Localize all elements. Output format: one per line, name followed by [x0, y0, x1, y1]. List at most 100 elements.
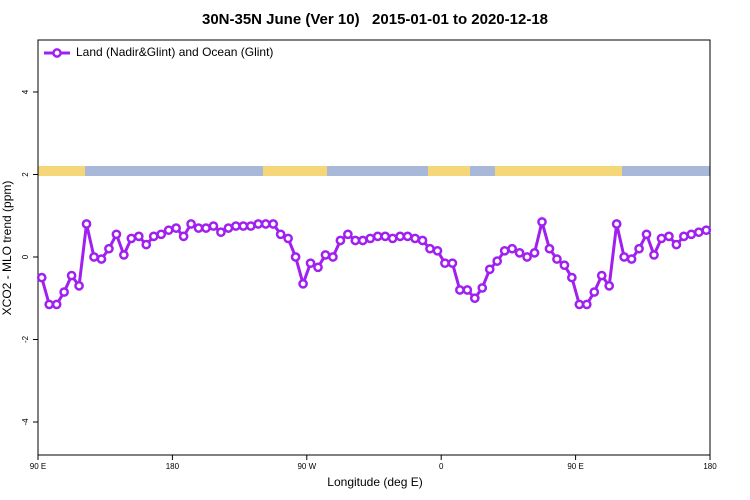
data-point: [268, 219, 279, 229]
data-point: [216, 227, 226, 238]
plot-frame: [37, 39, 711, 456]
y-tick-label: -4: [21, 418, 30, 426]
data-point: [59, 287, 69, 297]
data-point: [372, 231, 383, 242]
data-point: [193, 223, 204, 233]
data-point: [529, 248, 540, 258]
data-point: [298, 278, 308, 289]
data-point: [141, 239, 152, 250]
land-strip: [263, 166, 327, 176]
data-point: [544, 243, 555, 254]
data-point: [611, 219, 622, 229]
data-point: [335, 235, 346, 246]
data-point: [537, 217, 547, 227]
data-point: [664, 231, 674, 242]
data-point: [693, 227, 704, 238]
ocean-strip: [327, 166, 428, 176]
land-strip: [495, 166, 622, 176]
data-point: [522, 252, 532, 262]
data-point: [328, 252, 338, 262]
data-point: [305, 258, 316, 269]
y-tick-label: 2: [21, 172, 30, 177]
data-point: [581, 299, 592, 310]
y-axis-label: XCO2 - MLO trend (ppm): [0, 181, 14, 316]
land-strip: [38, 166, 85, 176]
data-point: [552, 254, 562, 264]
data-point: [701, 225, 712, 236]
data-point: [447, 258, 458, 269]
data-point: [469, 293, 480, 304]
data-point: [275, 229, 286, 240]
data-point: [260, 219, 271, 229]
data-point: [641, 229, 652, 240]
data-point: [387, 233, 398, 244]
data-point: [171, 223, 181, 233]
ocean-strip: [622, 166, 710, 176]
data-point: [156, 229, 167, 240]
data-point: [36, 272, 47, 283]
data-point: [357, 235, 368, 246]
x-tick-label: 90 W: [297, 462, 316, 471]
data-point: [679, 231, 689, 242]
data-point: [380, 231, 391, 242]
data-point: [596, 270, 607, 281]
data-point: [656, 233, 667, 244]
data-point: [365, 233, 376, 244]
data-point: [417, 235, 428, 246]
data-point: [163, 225, 174, 236]
data-point: [462, 285, 473, 295]
data-point: [223, 223, 234, 233]
ocean-strip: [470, 166, 495, 176]
data-point: [574, 299, 585, 310]
data-point: [671, 239, 682, 250]
land-strip: [428, 166, 470, 176]
data-point: [432, 245, 443, 256]
data-point: [186, 219, 196, 229]
data-point: [350, 235, 361, 246]
data-point: [178, 231, 189, 242]
data-point: [589, 287, 600, 297]
data-point: [253, 219, 264, 229]
data-point: [119, 250, 129, 260]
data-point: [410, 233, 420, 244]
data-point: [51, 299, 62, 310]
data-point: [477, 283, 488, 293]
data-point: [313, 262, 323, 273]
data-point: [201, 223, 211, 233]
data-point: [649, 250, 659, 260]
chart-title: 30N-35N June (Ver 10) 2015-01-01 to 2020…: [202, 11, 548, 28]
x-tick-label: 90 E: [30, 462, 46, 471]
data-point: [208, 221, 219, 231]
data-point: [231, 221, 241, 231]
data-point: [455, 285, 465, 295]
data-point: [619, 252, 629, 262]
data-point: [238, 221, 249, 231]
data-point: [133, 231, 144, 242]
data-point: [626, 254, 637, 264]
data-point: [104, 243, 114, 254]
data-point: [499, 245, 510, 256]
data-point: [111, 229, 122, 240]
ocean-strip: [85, 166, 263, 176]
data-point: [440, 258, 450, 269]
legend-label: Land (Nadir&Glint) and Ocean (Glint): [76, 45, 273, 59]
data-point: [283, 233, 293, 244]
data-point: [484, 264, 495, 275]
data-point: [74, 281, 84, 291]
legend-marker: [52, 48, 62, 58]
data-point: [290, 252, 301, 262]
data-point: [44, 299, 55, 310]
data-point: [148, 231, 159, 242]
x-tick-label: 180: [703, 462, 717, 471]
data-point: [604, 281, 615, 291]
data-point: [320, 250, 331, 260]
data-point: [66, 270, 77, 281]
data-point: [559, 260, 570, 271]
data-point: [507, 243, 517, 254]
data-point: [492, 256, 503, 266]
data-point: [567, 272, 577, 283]
x-tick-label: 180: [166, 462, 180, 471]
land-ocean-band: [38, 166, 710, 176]
data-point: [245, 221, 256, 231]
